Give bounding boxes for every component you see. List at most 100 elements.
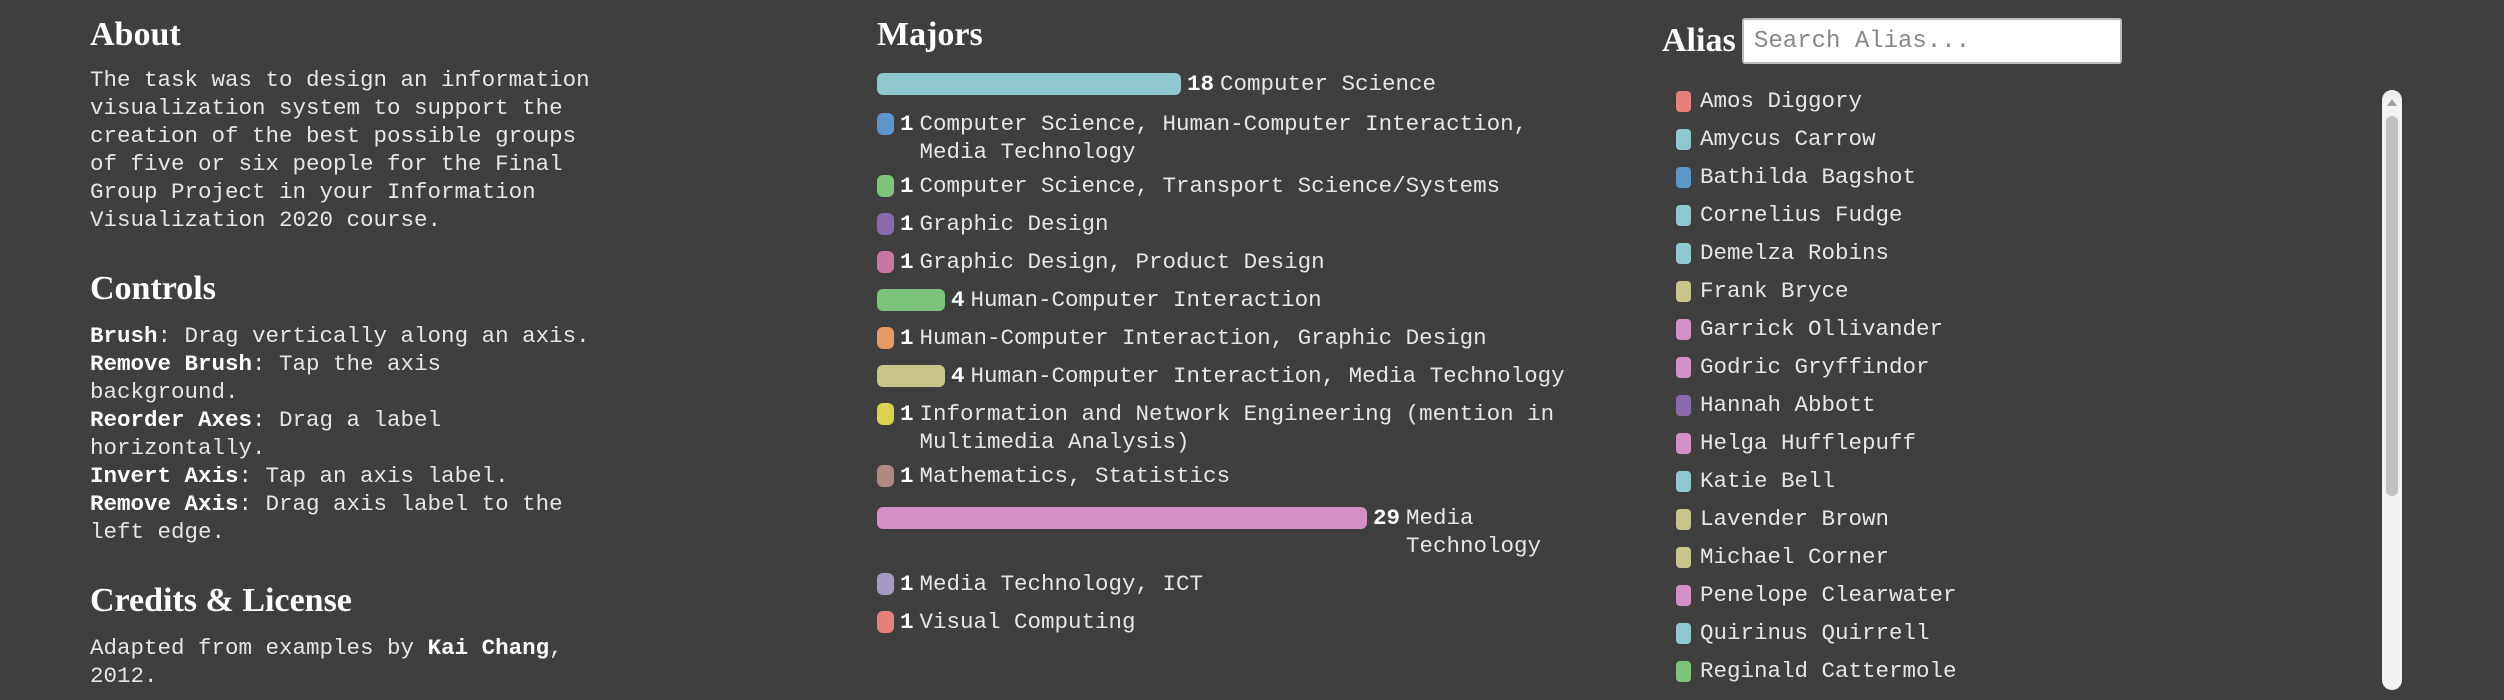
major-label: Computer Science xyxy=(1220,71,1437,97)
major-bar[interactable] xyxy=(877,507,1367,529)
major-row[interactable]: 29 Media Technology xyxy=(877,504,1541,560)
alias-color-swatch xyxy=(1676,318,1691,340)
alias-item[interactable]: Godric Gryffindor xyxy=(1676,348,2056,386)
major-row[interactable]: 1 Visual Computing xyxy=(877,608,1136,636)
major-bar[interactable] xyxy=(877,611,894,633)
major-row[interactable]: 1 Computer Science, Transport Science/Sys… xyxy=(877,172,1500,200)
alias-title: Alias xyxy=(1662,22,1736,59)
alias-color-swatch xyxy=(1676,204,1691,226)
control-item: Remove Axis: Drag axis label to the left… xyxy=(90,490,650,546)
major-count: 29 xyxy=(1373,505,1401,531)
control-desc: : Drag a label horizontally. xyxy=(90,407,442,461)
alias-item[interactable]: Amycus Carrow xyxy=(1676,120,2056,158)
alias-name: Amos Diggory xyxy=(1700,88,1863,114)
major-row[interactable]: 18 Computer Science xyxy=(877,70,1436,98)
alias-name: Amycus Carrow xyxy=(1700,126,1876,152)
major-count: 4 xyxy=(951,363,965,389)
major-label: Graphic Design, Product Design xyxy=(919,249,1325,275)
major-bar[interactable] xyxy=(877,175,894,197)
major-bar[interactable] xyxy=(877,73,1181,95)
alias-name: Reginald Cattermole xyxy=(1700,658,1957,684)
alias-item[interactable]: Cornelius Fudge xyxy=(1676,196,2056,234)
major-bar[interactable] xyxy=(877,113,894,135)
alias-name: Garrick Ollivander xyxy=(1700,316,1944,342)
alias-item[interactable]: Quirinus Quirrell xyxy=(1676,614,2056,652)
major-count: 1 xyxy=(900,463,914,489)
alias-scrollbar-thumb[interactable] xyxy=(2386,116,2398,496)
alias-name: Helga Hufflepuff xyxy=(1700,430,1917,456)
alias-item[interactable]: Lavender Brown xyxy=(1676,500,2056,538)
major-row[interactable]: 4 Human-Computer Interaction, Media Techn… xyxy=(877,362,1565,390)
major-bar[interactable] xyxy=(877,289,945,311)
alias-item[interactable]: Hannah Abbott xyxy=(1676,386,2056,424)
major-count: 1 xyxy=(900,401,914,427)
alias-name: Hannah Abbott xyxy=(1700,392,1876,418)
control-term: Brush xyxy=(90,323,158,349)
alias-color-swatch xyxy=(1676,584,1691,606)
major-bar[interactable] xyxy=(877,251,894,273)
major-row[interactable]: 1 Graphic Design xyxy=(877,210,1109,238)
major-count: 1 xyxy=(900,211,914,237)
alias-color-swatch xyxy=(1676,280,1691,302)
alias-name: Michael Corner xyxy=(1700,544,1890,570)
alias-item[interactable]: Katie Bell xyxy=(1676,462,2056,500)
major-row[interactable]: 1 Mathematics, Statistics xyxy=(877,462,1230,490)
control-desc: : Tap an axis label. xyxy=(238,463,509,489)
major-bar[interactable] xyxy=(877,465,894,487)
alias-panel: Alias Amos Diggory Amycus Carrow Bathilda … xyxy=(1662,0,2442,700)
control-item: Reorder Axes: Drag a label horizontally. xyxy=(90,406,650,462)
alias-item[interactable]: Michael Corner xyxy=(1676,538,2056,576)
major-row[interactable]: 4 Human-Computer Interaction xyxy=(877,286,1322,314)
major-label: Mathematics, Statistics xyxy=(919,463,1231,489)
major-label: Computer Science, Transport Science/Syst… xyxy=(919,173,1501,199)
alias-item[interactable]: Helga Hufflepuff xyxy=(1676,424,2056,462)
alias-item[interactable]: Garrick Ollivander xyxy=(1676,310,2056,348)
alias-name: Bathilda Bagshot xyxy=(1700,164,1917,190)
major-bar[interactable] xyxy=(877,213,894,235)
alias-item[interactable]: Reginald Cattermole xyxy=(1676,652,2056,690)
alias-color-swatch xyxy=(1676,660,1691,682)
major-row[interactable]: 1 Media Technology, ICT xyxy=(877,570,1203,598)
major-row[interactable]: 1 Computer Science, Human-Computer Intera… xyxy=(877,110,1527,166)
control-item: Remove Brush: Tap the axis background. xyxy=(90,350,650,406)
major-count: 1 xyxy=(900,173,914,199)
alias-color-swatch xyxy=(1676,90,1691,112)
major-bar[interactable] xyxy=(877,327,894,349)
alias-color-swatch xyxy=(1676,546,1691,568)
alias-item[interactable]: Frank Bryce xyxy=(1676,272,2056,310)
alias-color-swatch xyxy=(1676,508,1691,530)
major-row[interactable]: 1 Information and Network Engineering (me… xyxy=(877,400,1554,456)
major-count: 1 xyxy=(900,111,914,137)
alias-name: Frank Bryce xyxy=(1700,278,1849,304)
about-text: The task was to design an information vi… xyxy=(90,67,590,233)
controls-list: Brush: Drag vertically along an axis. Rem… xyxy=(90,322,650,546)
majors-title: Majors xyxy=(877,16,983,53)
major-bar[interactable] xyxy=(877,365,945,387)
alias-item[interactable]: Bathilda Bagshot xyxy=(1676,158,2056,196)
major-row[interactable]: 1 Graphic Design, Product Design xyxy=(877,248,1325,276)
alias-name: Cornelius Fudge xyxy=(1700,202,1903,228)
alias-color-swatch xyxy=(1676,356,1691,378)
scroll-up-arrow-icon[interactable] xyxy=(2386,96,2398,110)
control-term: Invert Axis xyxy=(90,463,239,489)
credits-text: Adapted from examples by Kai Chang, 2012… xyxy=(90,634,650,690)
major-count: 18 xyxy=(1187,71,1215,97)
credits-suffix: , 2012. xyxy=(90,635,563,689)
credits-prefix: Adapted from examples by xyxy=(90,635,428,661)
alias-item[interactable]: Amos Diggory xyxy=(1676,82,2056,120)
major-bar[interactable] xyxy=(877,573,894,595)
alias-item[interactable]: Penelope Clearwater xyxy=(1676,576,2056,614)
major-label: Information and Network Engineering (men… xyxy=(919,401,1555,455)
major-count: 1 xyxy=(900,609,914,635)
alias-color-swatch xyxy=(1676,470,1691,492)
alias-search-input[interactable] xyxy=(1742,18,2122,64)
alias-list: Amos Diggory Amycus Carrow Bathilda Bagsho… xyxy=(1676,82,2056,690)
alias-color-swatch xyxy=(1676,128,1691,150)
control-item: Invert Axis: Tap an axis label. xyxy=(90,462,650,490)
major-bar[interactable] xyxy=(877,403,894,425)
controls-title: Controls xyxy=(90,270,216,307)
alias-item[interactable]: Demelza Robins xyxy=(1676,234,2056,272)
major-row[interactable]: 1 Human-Computer Interaction, Graphic Des… xyxy=(877,324,1487,352)
control-desc: : Drag axis label to the left edge. xyxy=(90,491,563,545)
control-item: Brush: Drag vertically along an axis. xyxy=(90,322,650,350)
